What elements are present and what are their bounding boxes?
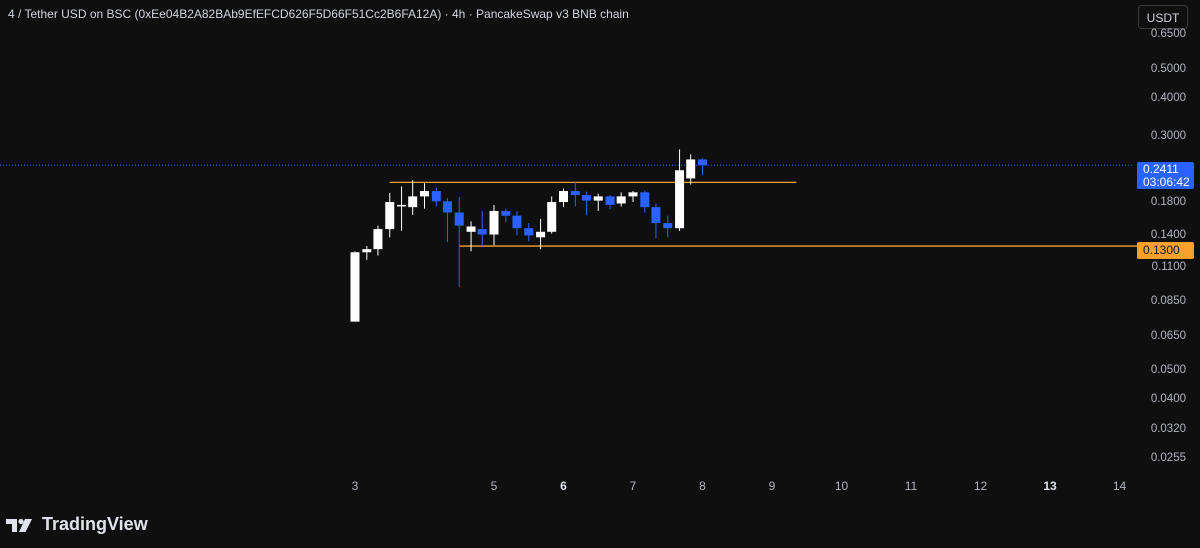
candle-body (408, 196, 418, 208)
candle-body (477, 229, 487, 235)
tradingview-logo-icon (6, 518, 32, 532)
tradingview-logo[interactable]: TradingView (6, 514, 148, 535)
candle (605, 195, 615, 210)
candle-body (385, 202, 395, 230)
candle-body (616, 196, 626, 204)
candle (477, 210, 487, 247)
support-level-tag: 0.1300 (1137, 242, 1194, 259)
y-tick-label: 0.1100 (1151, 260, 1186, 273)
candle-body (466, 226, 476, 232)
candle (547, 196, 557, 234)
x-tick-label: 9 (768, 479, 776, 493)
candle (489, 204, 499, 246)
candle-body (397, 204, 407, 207)
x-tick-label: 6 (560, 479, 567, 493)
chart-title: 4 / Tether USD on BSC (0xEe04B2A82BAb9Ef… (8, 7, 629, 21)
candle (431, 187, 441, 207)
x-tick-label: 14 (1112, 479, 1127, 493)
x-tick-label: 7 (629, 479, 637, 493)
y-tick-label: 0.0850 (1150, 294, 1186, 307)
candle-body (512, 215, 522, 229)
y-tick-label: 0.6500 (1150, 28, 1186, 41)
candle-body (593, 196, 603, 201)
levels-layer (0, 164, 1169, 247)
candle (466, 221, 476, 252)
x-tick-label: 3 (351, 479, 359, 493)
candle-body (442, 201, 452, 213)
x-tick-label: 10 (834, 479, 849, 493)
candle (454, 197, 464, 288)
candle (698, 158, 707, 175)
candle-body (628, 192, 638, 197)
candle-body (651, 207, 661, 224)
x-tick-label: 5 (490, 479, 498, 493)
candles-layer (350, 149, 707, 322)
bar-countdown: 03:06:42 (1143, 175, 1190, 189)
candle (686, 154, 696, 185)
candle (442, 197, 452, 243)
candle (362, 246, 372, 260)
candle (570, 182, 580, 207)
x-tick-label: 12 (973, 479, 988, 493)
candle-body (605, 196, 615, 205)
candle (501, 208, 511, 223)
candle (350, 251, 360, 322)
y-tick-label: 0.0650 (1150, 329, 1186, 342)
x-tick-label: 11 (904, 479, 918, 493)
candle-body (489, 210, 499, 235)
candle-body (454, 212, 464, 226)
candle (628, 191, 638, 203)
current-price-tag: 0.2411 03:06:42 (1137, 162, 1194, 189)
candle (524, 223, 534, 242)
x-tick-label: 13 (1043, 479, 1057, 493)
candle-body (373, 229, 383, 250)
candle (581, 191, 591, 215)
candle (663, 215, 673, 238)
candle (373, 225, 383, 256)
brand-name: TradingView (42, 514, 148, 534)
y-tick-label: 0.1800 (1150, 196, 1186, 209)
candle-body (362, 249, 372, 253)
candle (512, 210, 522, 236)
candle-body (547, 202, 557, 232)
candle (559, 188, 568, 208)
y-tick-label: 0.0320 (1150, 422, 1186, 435)
candle-body (686, 159, 696, 179)
candle-body (698, 159, 707, 166)
candle-body (350, 252, 360, 322)
candle-body (675, 170, 685, 229)
candle (397, 186, 407, 231)
y-tick-label: 0.0400 (1150, 393, 1186, 406)
candle (385, 192, 395, 238)
candle-body (581, 195, 591, 201)
candle-body (663, 223, 673, 229)
y-tick-label: 0.0500 (1150, 364, 1186, 377)
x-tick-label: 8 (699, 479, 706, 493)
candle (675, 149, 685, 231)
y-tick-label: 0.3000 (1150, 129, 1186, 142)
y-tick-label: 0.0255 (1150, 452, 1186, 465)
candle (593, 193, 603, 211)
candle-body (536, 231, 546, 238)
y-tick-label: 0.4000 (1150, 91, 1186, 104)
candle (640, 190, 650, 213)
candle-body (559, 191, 568, 203)
candle (651, 203, 661, 239)
candle-body (501, 210, 511, 216)
candle-body (420, 191, 429, 197)
candle (420, 183, 429, 209)
current-price-label: 0.2411 (1143, 162, 1179, 176)
currency-button[interactable]: USDT (1138, 5, 1188, 29)
candle-body (640, 192, 650, 208)
candle-body (431, 191, 441, 202)
candle-body (570, 191, 580, 196)
y-tick-label: 0.1400 (1150, 229, 1186, 242)
y-tick-label: 0.5000 (1150, 62, 1186, 75)
candle (616, 192, 626, 207)
candle-body (524, 228, 534, 236)
candle (408, 180, 418, 215)
candle (536, 218, 546, 250)
